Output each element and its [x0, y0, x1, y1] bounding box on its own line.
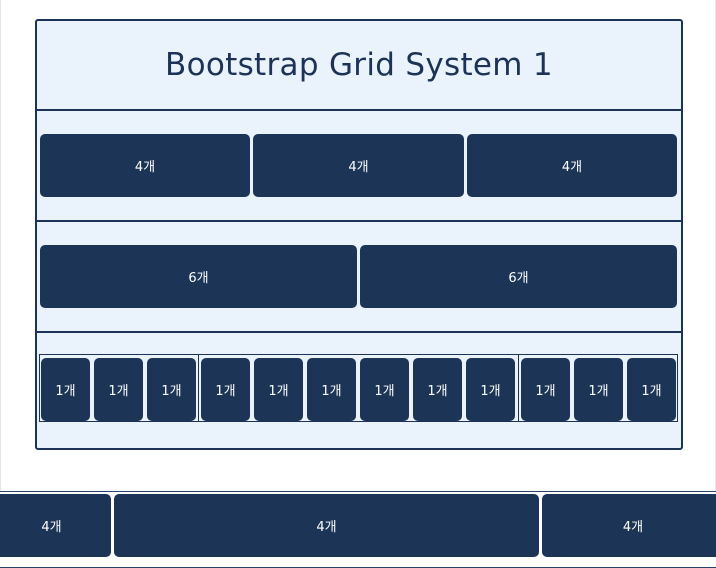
grid-cell-6: 6개 [360, 245, 677, 308]
one-col-row-frame [39, 354, 678, 422]
group-separator [198, 355, 199, 421]
grid-cell-1: 1개 [627, 358, 676, 421]
grid-cell-1: 1개 [521, 358, 570, 421]
grid-cell-6: 6개 [40, 245, 357, 308]
bottom-row: 4개 4개 4개 [0, 491, 716, 568]
grid-cell-4: 4개 [40, 134, 250, 197]
grid-container: Bootstrap Grid System 1 4개 4개 4개 6개 6개 1… [35, 19, 683, 450]
grid-cell-1: 1개 [466, 358, 515, 421]
bottom-grid-cell: 4개 [0, 494, 111, 557]
grid-cell-1: 1개 [413, 358, 462, 421]
page-title: Bootstrap Grid System 1 [165, 47, 553, 83]
title-area: Bootstrap Grid System 1 [37, 21, 681, 111]
bottom-grid-cell: 4개 [114, 494, 539, 557]
grid-cell-1: 1개 [574, 358, 623, 421]
grid-cell-4: 4개 [253, 134, 464, 197]
grid-cell-1: 1개 [201, 358, 250, 421]
grid-cell-1: 1개 [41, 358, 90, 421]
row-divider [37, 331, 681, 333]
grid-cell-4: 4개 [467, 134, 677, 197]
bottom-grid-cell: 4개 [542, 494, 716, 557]
page-left-edge [0, 0, 1, 568]
grid-cell-1: 1개 [94, 358, 143, 421]
row-divider [37, 220, 681, 222]
grid-cell-1: 1개 [147, 358, 196, 421]
grid-cell-1: 1개 [307, 358, 356, 421]
grid-cell-1: 1개 [254, 358, 303, 421]
grid-cell-1: 1개 [360, 358, 409, 421]
group-separator [518, 355, 519, 421]
